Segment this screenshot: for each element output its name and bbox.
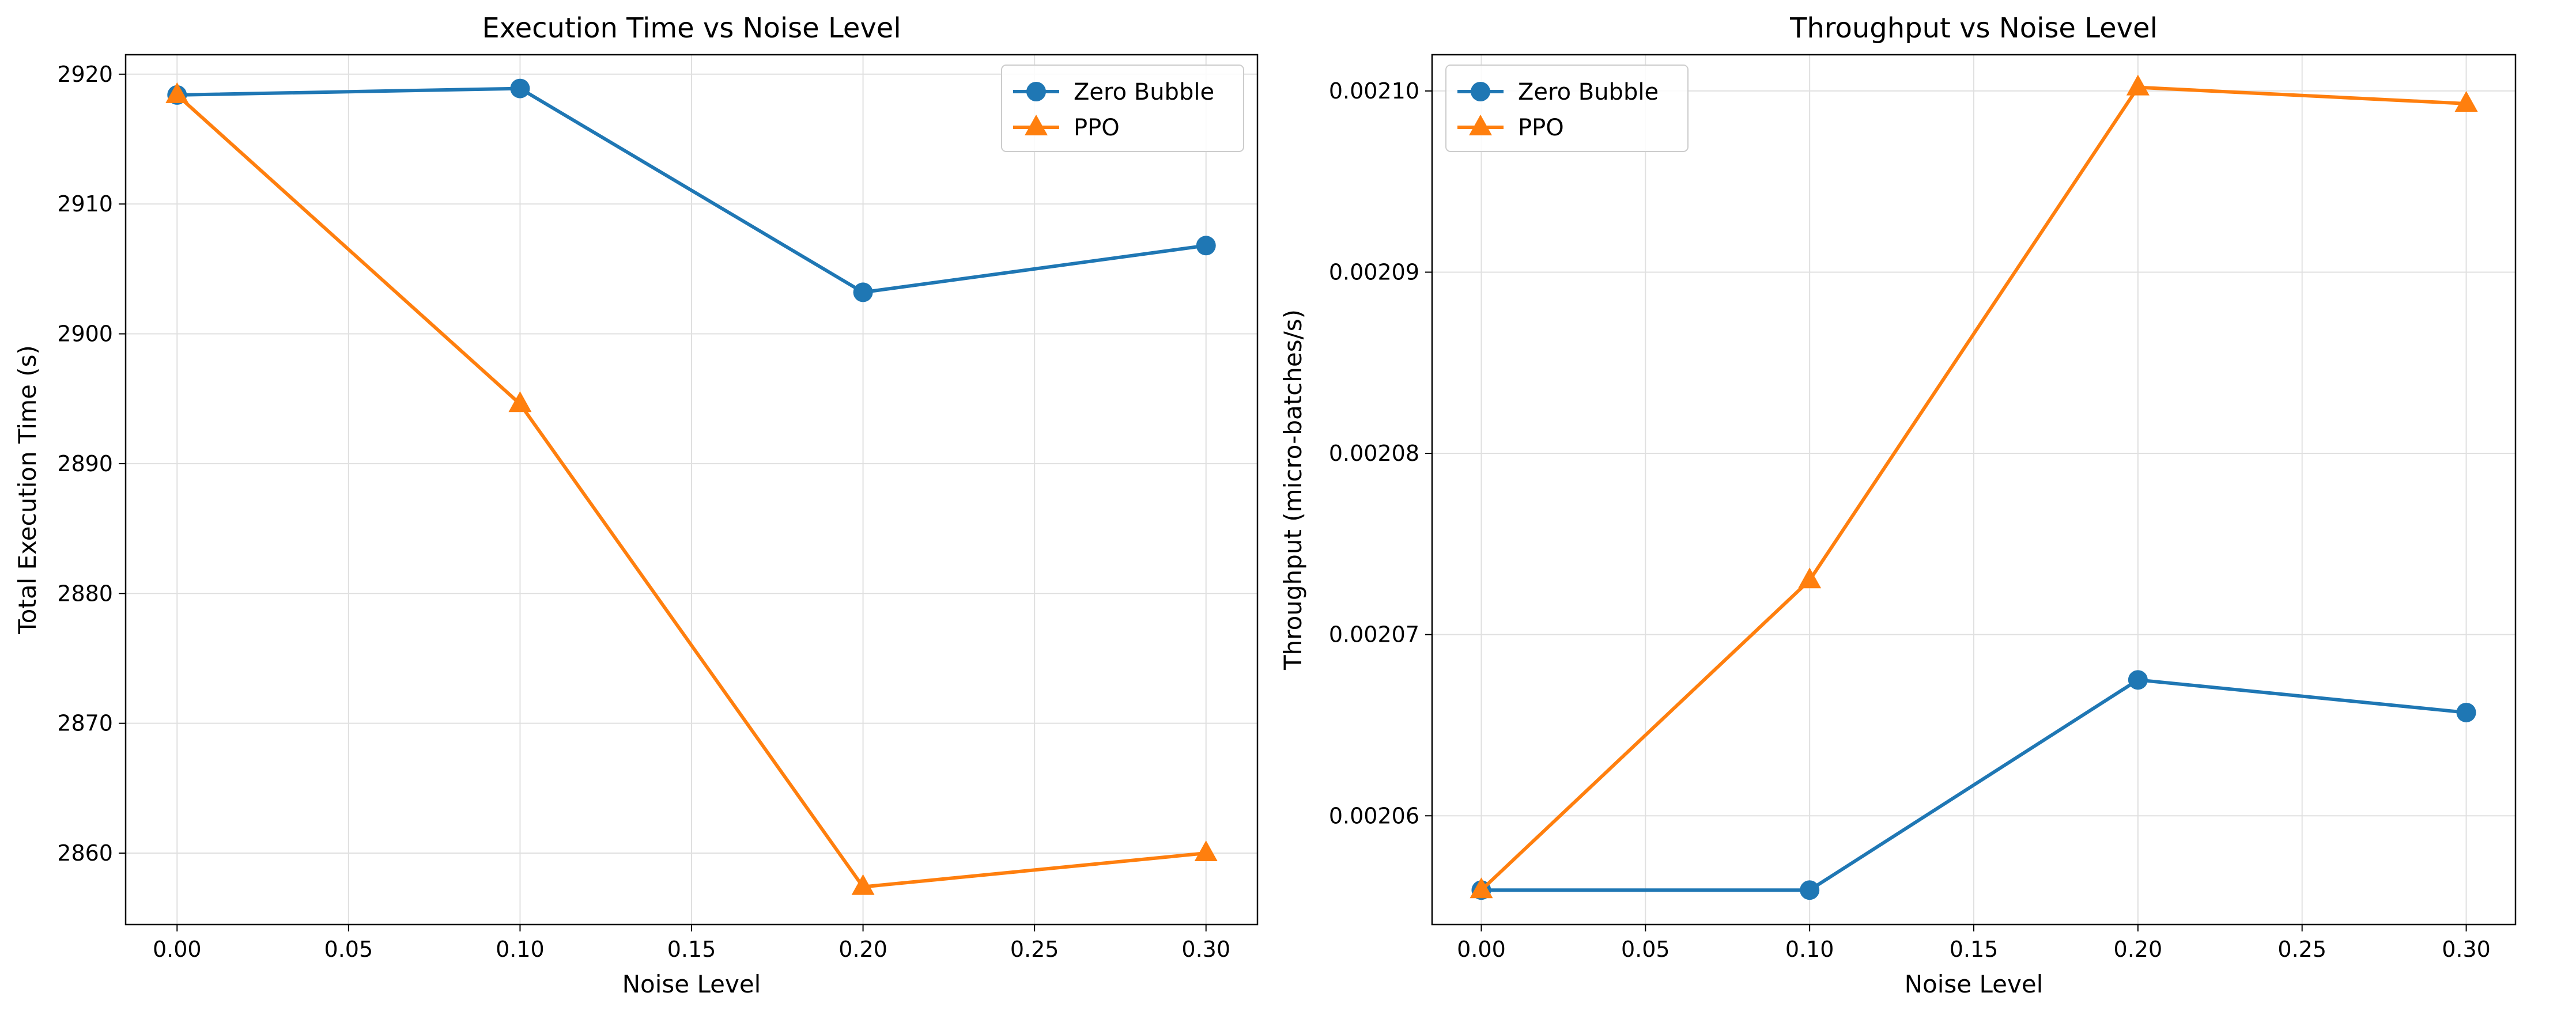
y-axis-label: Total Execution Time (s) [13, 345, 41, 635]
x-tick-label: 0.25 [1010, 937, 1059, 962]
plot-frame [124, 54, 1259, 926]
x-tick-label: 0.15 [1950, 937, 1999, 962]
data-point [1800, 880, 1820, 900]
x-tick-label: 0.05 [324, 937, 373, 962]
data-point [508, 391, 532, 412]
y-tick-label: 0.00210 [1329, 78, 1419, 104]
y-tick-label: 2890 [57, 451, 113, 476]
legend-marker [1471, 82, 1490, 101]
legend-label: Zero Bubble [1518, 79, 1659, 105]
y-tick-label: 2910 [57, 191, 113, 217]
y-tick-label: 2880 [57, 581, 113, 606]
x-axis-label: Noise Level [622, 970, 761, 998]
legend-label: Zero Bubble [1074, 79, 1214, 105]
y-tick-label: 2920 [57, 62, 113, 87]
data-point [2456, 702, 2476, 722]
x-tick-label: 0.20 [838, 937, 887, 962]
x-tick-label: 0.30 [1181, 937, 1230, 962]
y-tick-label: 0.00207 [1329, 622, 1419, 647]
legend: Zero Bubble PPO [1445, 65, 1689, 152]
chart-panel-1: 0.00 0.05 0.10 0.15 0.20 0.25 0.30 2860 2870 2880… [13, 12, 1259, 998]
y-axis-label: Throughput (micro-batches/s) [1279, 309, 1307, 671]
x-axis-label: Noise Level [1905, 970, 2044, 998]
data-point [2126, 74, 2150, 96]
data-point [851, 874, 875, 895]
data-point [165, 82, 189, 103]
plot-frame [1431, 54, 2517, 926]
legend-box [1445, 65, 1689, 152]
y-tick-label: 2900 [57, 321, 113, 347]
legend-marker [1025, 115, 1048, 135]
x-tick-label: 0.00 [1457, 937, 1506, 962]
x-tick-label: 0.30 [2442, 937, 2491, 962]
x-tick-label: 0.05 [1621, 937, 1670, 962]
legend-label: PPO [1518, 115, 1564, 141]
chart-title: Throughput vs Noise Level [1789, 12, 2158, 44]
x-tick-label: 0.10 [1785, 937, 1834, 962]
legend: Zero Bubble PPO [1001, 65, 1244, 152]
y-tick-label: 0.00208 [1329, 441, 1419, 466]
x-tick-label: 0.15 [667, 937, 716, 962]
data-point [853, 282, 873, 302]
y-tick-label: 2860 [57, 840, 113, 866]
series-line-1 [1480, 85, 2467, 892]
x-tick-label: 0.00 [153, 937, 202, 962]
data-point [1194, 840, 1218, 862]
x-tick-label: 0.25 [2277, 937, 2326, 962]
chart-title: Execution Time vs Noise Level [482, 12, 901, 44]
legend-box [1001, 65, 1244, 152]
series-line-0 [1481, 678, 2467, 892]
y-tick-label: 0.00209 [1329, 260, 1419, 285]
chart-panel-2: 0.00 0.05 0.10 0.15 0.20 0.25 0.30 0.00206 0.002… [1279, 12, 2517, 998]
data-point [2454, 90, 2478, 112]
legend-marker [1469, 115, 1492, 135]
data-point [2128, 670, 2148, 690]
data-point [1470, 877, 1493, 899]
data-point [1798, 567, 1822, 589]
series-line-0 [177, 86, 1207, 294]
series-line-1 [176, 93, 1207, 889]
y-tick-label: 2870 [57, 711, 113, 736]
y-tick-label: 0.00206 [1329, 803, 1419, 828]
x-tick-label: 0.10 [496, 937, 545, 962]
x-tick-label: 0.20 [2114, 937, 2163, 962]
data-point [1196, 236, 1216, 256]
legend-label: PPO [1074, 115, 1120, 141]
data-point [510, 78, 530, 99]
legend-marker [1026, 82, 1046, 101]
